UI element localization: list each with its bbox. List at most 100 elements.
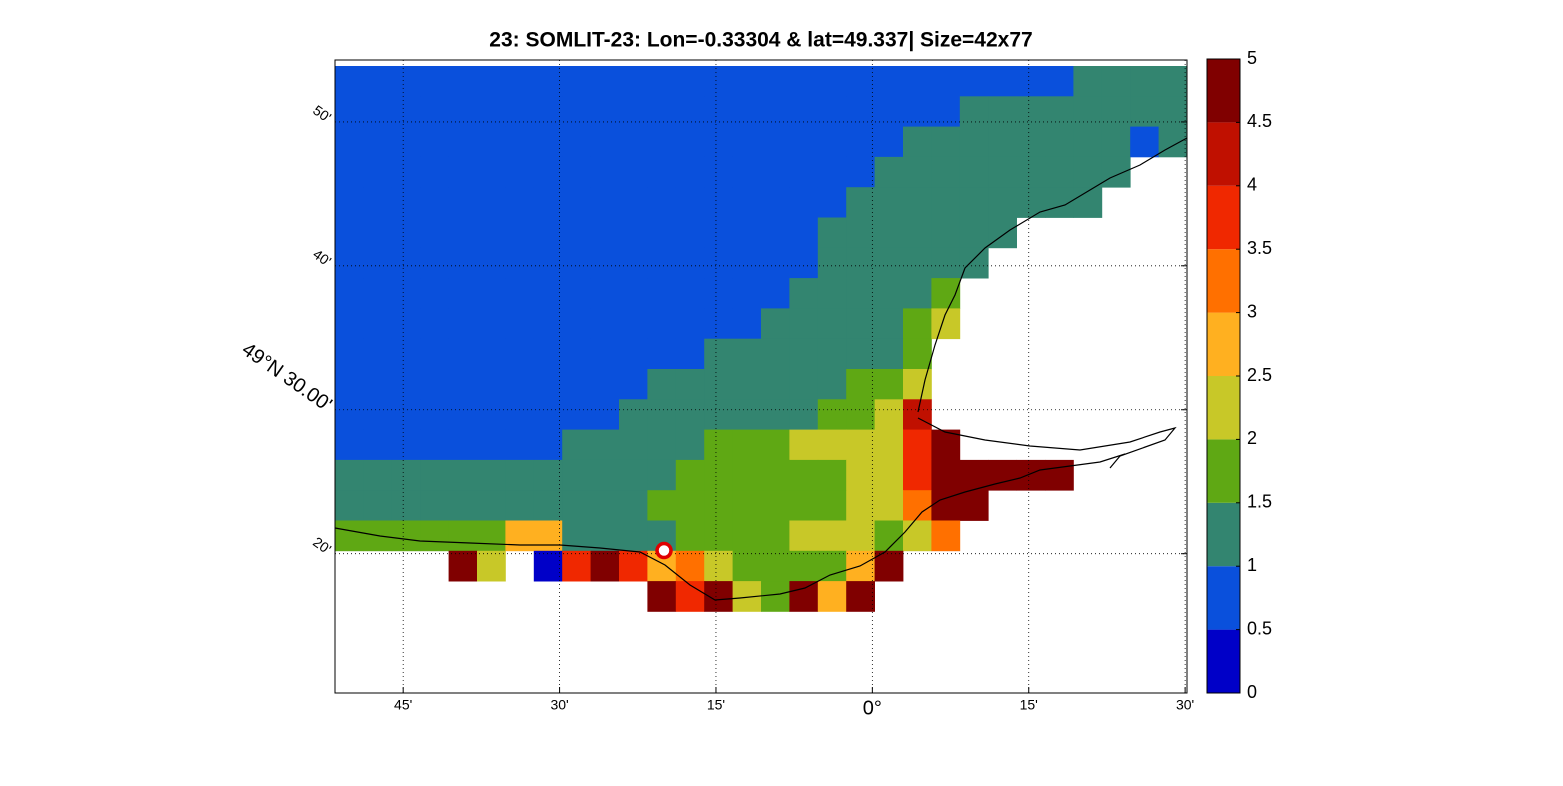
cell: [391, 459, 421, 491]
colorbar-bin: [1207, 566, 1240, 630]
cell: [874, 247, 904, 279]
cell: [562, 399, 591, 430]
cell: [988, 459, 1017, 491]
cell: [1016, 156, 1046, 188]
cell: [761, 459, 790, 491]
cell: [590, 308, 620, 340]
cell: [619, 126, 648, 158]
cell: [505, 126, 535, 158]
cell: [732, 217, 762, 249]
cell: [704, 369, 733, 400]
cell: [1073, 96, 1103, 127]
cell: [1016, 96, 1046, 127]
cell: [704, 308, 733, 340]
cell: [846, 581, 875, 612]
x-tick-label: 15': [707, 697, 725, 713]
colorbar-tick-label: 3.5: [1247, 238, 1272, 258]
cell: [505, 459, 535, 491]
coastline: [334, 137, 1188, 601]
cell: [335, 66, 364, 97]
cell: [732, 520, 762, 552]
y-tick-label: 50': [310, 102, 334, 126]
cell: [363, 247, 393, 279]
cell: [761, 399, 790, 430]
cell: [874, 126, 904, 158]
cell: [562, 278, 591, 309]
cell: [675, 399, 705, 430]
cell: [1130, 66, 1159, 97]
cell: [533, 126, 563, 158]
cell: [874, 459, 904, 491]
cell: [590, 66, 620, 97]
colorbar-bin: [1207, 122, 1240, 186]
cell: [533, 338, 563, 370]
cell: [988, 187, 1017, 218]
cell: [1016, 187, 1046, 218]
cell: [619, 490, 648, 521]
cell: [533, 217, 563, 249]
cell: [619, 156, 648, 188]
cell: [931, 459, 961, 491]
cell: [448, 96, 478, 127]
cell: [817, 96, 847, 127]
cell: [846, 490, 875, 521]
cell: [363, 217, 393, 249]
cell: [619, 338, 648, 370]
cell: [732, 308, 762, 340]
cell: [1045, 459, 1074, 491]
cell: [761, 520, 790, 552]
cell: [391, 369, 421, 400]
cell: [647, 459, 677, 491]
cell: [647, 308, 677, 340]
cell: [903, 187, 932, 218]
cell: [420, 66, 449, 97]
cell: [562, 550, 591, 582]
cell: [761, 429, 790, 461]
cell: [704, 278, 733, 309]
cell: [505, 399, 535, 430]
cell: [732, 187, 762, 218]
cell: [732, 490, 762, 521]
cell: [732, 278, 762, 309]
station-marker: [655, 541, 673, 560]
cell: [448, 550, 478, 582]
cell: [846, 278, 875, 309]
cell: [562, 490, 591, 521]
cell: [704, 126, 733, 158]
cell: [959, 96, 989, 127]
colorbar-tick-label: 4: [1247, 175, 1257, 195]
cell: [761, 338, 790, 370]
cell: [789, 308, 819, 340]
cell: [533, 278, 563, 309]
cell: [1073, 187, 1103, 218]
cell: [846, 156, 875, 188]
cell: [619, 520, 648, 552]
colorbar-bin: [1207, 312, 1240, 376]
cell: [817, 550, 847, 582]
cell: [619, 217, 648, 249]
cell: [619, 308, 648, 340]
cell: [562, 66, 591, 97]
cell: [704, 490, 733, 521]
cell: [533, 247, 563, 279]
cell: [988, 96, 1017, 127]
cell: [675, 247, 705, 279]
cell: [903, 278, 932, 309]
cell: [590, 217, 620, 249]
cell: [363, 66, 393, 97]
cell: [420, 187, 449, 218]
cell: [817, 369, 847, 400]
cell: [391, 278, 421, 309]
cell: [590, 459, 620, 491]
cell: [505, 338, 535, 370]
cell: [505, 96, 535, 127]
cell: [505, 490, 535, 521]
y-tick-label: 20': [310, 534, 334, 558]
cell: [590, 369, 620, 400]
cell: [335, 278, 364, 309]
cell: [675, 187, 705, 218]
colorbar-bin: [1207, 249, 1240, 313]
cell: [846, 308, 875, 340]
cell: [732, 459, 762, 491]
cell: [988, 66, 1017, 97]
